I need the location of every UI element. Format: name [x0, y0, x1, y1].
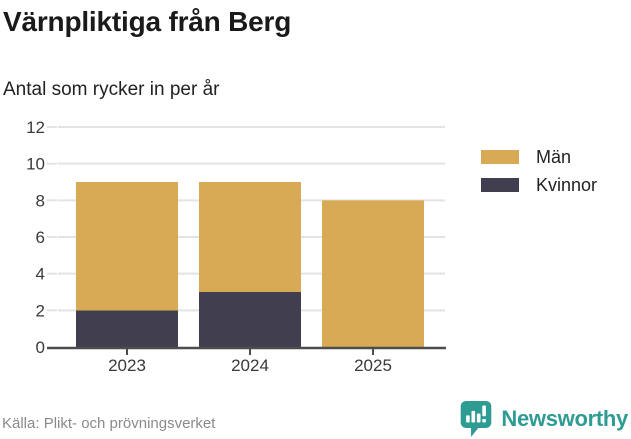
y-tick-label: 0	[36, 338, 45, 357]
legend-label-women: Kvinnor	[536, 175, 598, 195]
y-tick-label: 10	[26, 155, 45, 174]
y-tick-label: 2	[36, 301, 45, 320]
bar-segment-man	[199, 182, 301, 292]
bar-segment-man	[76, 182, 178, 311]
newsworthy-speech-bubble-chart-icon	[461, 400, 492, 437]
legend: Män Kvinnor	[481, 148, 597, 194]
newsworthy-wordmark: Newsworthy	[501, 405, 628, 431]
legend-item-men: Män	[481, 148, 597, 166]
chart-title: Värnpliktiga från Berg	[3, 6, 292, 37]
y-tick-label: 4	[36, 265, 45, 284]
bar-segment-kvinnor	[199, 292, 301, 347]
source-note: Källa: Plikt- och prövningsverket	[2, 415, 216, 432]
x-tick-label: 2023	[108, 356, 146, 375]
x-tick-label: 2025	[354, 356, 392, 375]
y-tick-label: 8	[36, 191, 45, 210]
x-tick-label: 2024	[231, 356, 269, 375]
legend-swatch-women-icon	[481, 178, 519, 192]
legend-item-women: Kvinnor	[481, 176, 597, 194]
legend-swatch-men-icon	[481, 150, 519, 164]
y-tick-label: 6	[36, 228, 45, 247]
y-tick-label: 12	[26, 118, 45, 137]
chart-subtitle: Antal som rycker in per år	[3, 79, 220, 100]
bar-segment-kvinnor	[76, 310, 178, 347]
newsworthy-logo[interactable]: Newsworthy	[458, 399, 628, 438]
legend-label-men: Män	[536, 147, 572, 167]
bar-segment-man	[322, 200, 424, 347]
